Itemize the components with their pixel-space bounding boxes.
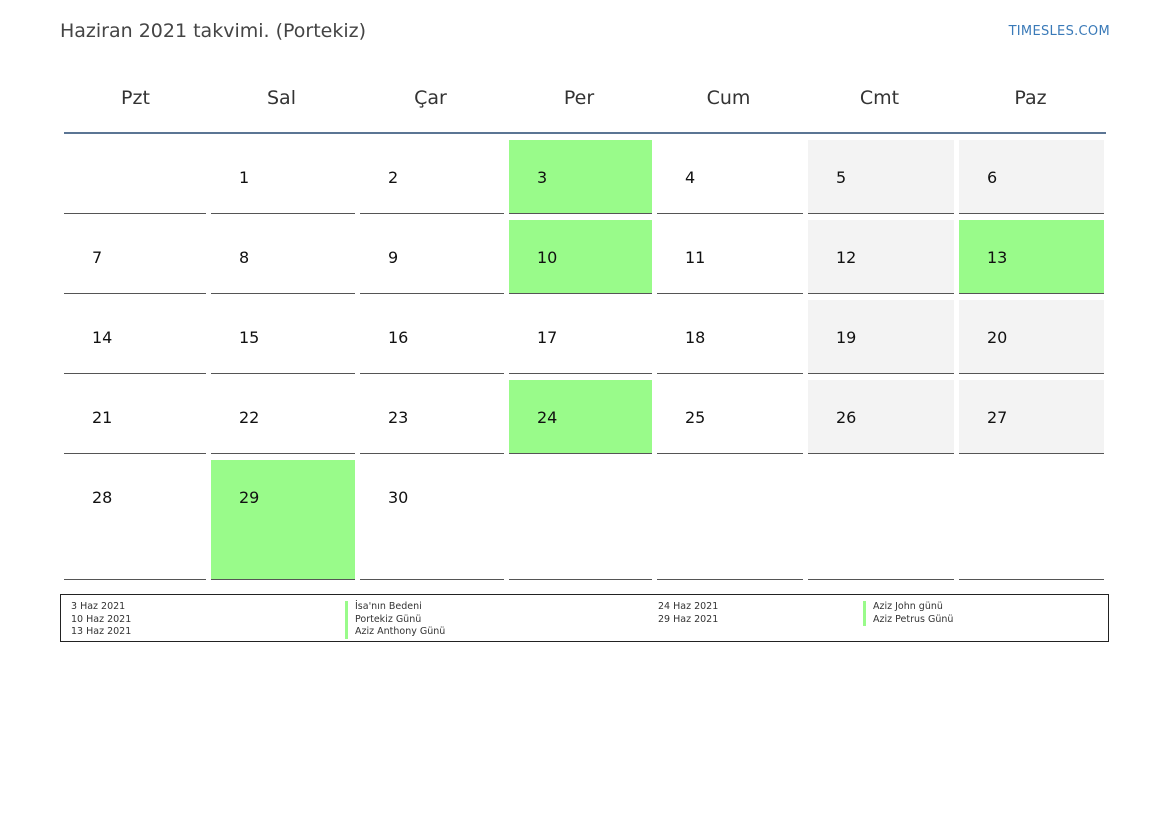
day-cell[interactable]: 4 [657,140,803,214]
day-number: 18 [685,328,706,347]
day-cell[interactable]: 15 [211,300,355,374]
day-cell[interactable]: 20 [959,300,1104,374]
day-number: 25 [685,408,706,427]
day-number: 27 [987,408,1008,427]
legend-holiday-name: Aziz Anthony Günü [345,626,445,639]
week-row: 7 8 9 10 11 12 13 [64,218,1106,298]
day-cell[interactable]: 1 [211,140,355,214]
day-cell[interactable]: 3 [509,140,652,214]
day-cell[interactable]: 28 [64,460,206,580]
legend-dates-left: 3 Haz 2021 10 Haz 2021 13 Haz 2021 [71,601,131,639]
day-number: 5 [836,168,847,187]
day-number: 4 [685,168,696,187]
day-number: 10 [537,248,558,267]
day-cell[interactable]: 6 [959,140,1104,214]
day-cell[interactable]: 22 [211,380,355,454]
legend-holiday-name: Aziz Petrus Günü [863,613,953,626]
brand-link[interactable]: TIMESLES.COM [1008,24,1110,39]
day-number: 2 [388,168,399,187]
week-row: 1 2 3 4 5 6 [64,138,1106,218]
day-number: 12 [836,248,857,267]
day-cell[interactable]: 21 [64,380,206,454]
weekday-label: Paz [1014,87,1047,109]
day-cell[interactable]: 25 [657,380,803,454]
week-row: 14 15 16 17 18 19 20 [64,298,1106,378]
day-number: 9 [388,248,399,267]
day-number: 11 [685,248,706,267]
weekday-label: Çar [414,87,447,109]
day-number: 6 [987,168,998,187]
page-title: Haziran 2021 takvimi. (Portekiz) [60,20,367,42]
week-row: 21 22 23 24 25 26 27 [64,378,1106,458]
day-cell[interactable]: 29 [211,460,355,580]
legend-date: 10 Haz 2021 [71,613,132,625]
weekday-label: Cmt [859,87,900,109]
empty-day-cell [509,460,652,580]
day-number: 3 [537,168,548,187]
legend-holiday-name: İsa'nın Bedeni [345,601,445,614]
day-cell[interactable]: 14 [64,300,206,374]
day-number: 29 [239,488,260,507]
day-number: 21 [92,408,113,427]
day-cell[interactable]: 12 [808,220,954,294]
legend-date: 24 Haz 2021 [658,601,719,612]
day-cell[interactable]: 5 [808,140,954,214]
empty-day-cell [657,460,803,580]
day-number: 24 [537,408,558,427]
day-cell[interactable]: 30 [360,460,504,580]
day-number: 30 [388,488,409,507]
legend-holiday-name: Aziz John günü [863,601,953,614]
day-cell[interactable]: 2 [360,140,504,214]
day-cell[interactable]: 13 [959,220,1104,294]
legend-date: 13 Haz 2021 [71,626,132,637]
day-number: 19 [836,328,857,347]
legend-date: 29 Haz 2021 [658,613,719,625]
day-cell[interactable]: 11 [657,220,803,294]
empty-day-cell [959,460,1104,580]
day-number: 23 [388,408,409,427]
day-number: 8 [239,248,250,267]
legend-date: 3 Haz 2021 [71,601,126,612]
day-cell[interactable]: 16 [360,300,504,374]
legend-holiday-name: Portekiz Günü [345,613,445,626]
day-cell[interactable]: 27 [959,380,1104,454]
day-cell[interactable]: 26 [808,380,954,454]
legend-dates-right: 24 Haz 2021 29 Haz 2021 [658,601,718,626]
day-number: 15 [239,328,260,347]
day-cell[interactable]: 17 [509,300,652,374]
day-cell[interactable]: 10 [509,220,652,294]
day-number: 14 [92,328,113,347]
day-number: 17 [537,328,558,347]
day-number: 13 [987,248,1008,267]
weekday-header: Pzt Sal Çar Per Cum Cmt Paz [64,64,1106,134]
legend-names-left: İsa'nın Bedeni Portekiz Günü Aziz Anthon… [345,601,445,639]
weekday-label: Sal [267,87,296,109]
day-number: 28 [92,488,113,507]
day-cell[interactable]: 24 [509,380,652,454]
week-row: 28 29 30 [64,458,1106,583]
day-cell[interactable]: 19 [808,300,954,374]
day-number: 16 [388,328,409,347]
holiday-legend: 3 Haz 2021 10 Haz 2021 13 Haz 2021 İsa'n… [60,594,1109,642]
weekday-label: Per [563,87,595,109]
empty-day-cell [808,460,954,580]
day-cell[interactable]: 18 [657,300,803,374]
day-number: 20 [987,328,1008,347]
day-number: 1 [239,168,250,187]
legend-names-right: Aziz John günü Aziz Petrus Günü [863,601,953,626]
day-number: 7 [92,248,103,267]
weekday-label: Cum [706,87,751,109]
day-cell[interactable]: 7 [64,220,206,294]
day-cell[interactable]: 23 [360,380,504,454]
day-cell[interactable]: 9 [360,220,504,294]
day-cell[interactable]: 8 [211,220,355,294]
calendar: Pzt Sal Çar Per Cum Cmt Paz 1 2 3 4 5 6 7 8 9 10 1… [64,64,1106,583]
day-number: 22 [239,408,260,427]
day-number: 26 [836,408,857,427]
empty-day-cell [64,140,206,214]
day-grid: 1 2 3 4 5 6 7 8 9 10 11 12 13 14 15 16 17 18 19 20 21 22 23 24 2… [64,138,1106,583]
weekday-label: Pzt [121,87,150,109]
